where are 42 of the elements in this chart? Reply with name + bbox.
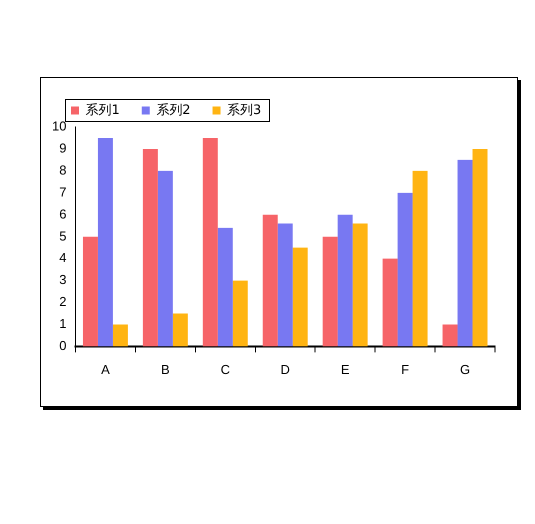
bar [458,160,473,346]
bar [262,214,278,346]
x-tick-label: A [101,362,110,377]
y-tick-label: 9 [59,140,66,156]
bar [112,324,128,346]
legend-label: 系列3 [227,102,262,118]
bar [218,228,233,346]
bar [82,236,98,346]
y-tick-label: 4 [59,250,66,266]
bar [382,258,398,346]
y-tick-label: 0 [59,338,66,353]
bar [158,170,173,346]
bar [292,248,308,346]
bar [442,324,458,346]
y-tick-label: 3 [59,272,66,288]
y-tick-label: 5 [59,228,66,244]
x-tick-label: G [460,362,470,377]
x-tick-label: B [161,362,170,377]
bar [232,280,248,346]
y-tick-label: 1 [59,316,66,332]
bar [202,138,218,346]
x-tick-label: E [340,362,350,377]
y-tick-label: 8 [59,162,66,178]
legend-label: 系列2 [156,102,191,118]
x-tick-label: F [401,362,410,377]
y-tick-label: 6 [59,206,66,222]
bar [142,148,158,346]
bar [352,224,368,346]
bar [278,224,293,346]
bar [172,313,188,346]
bar [338,214,353,346]
legend-label: 系列1 [86,102,120,118]
y-tick-label: 2 [59,294,66,310]
x-tick-label: D [280,362,290,377]
bar [322,236,338,346]
x-tick-label: C [220,362,230,377]
bar [472,148,488,346]
y-tick-label: 10 [52,118,66,134]
bar [412,170,428,346]
y-tick-label: 7 [59,184,66,200]
bar [98,138,113,346]
bar [398,192,413,346]
